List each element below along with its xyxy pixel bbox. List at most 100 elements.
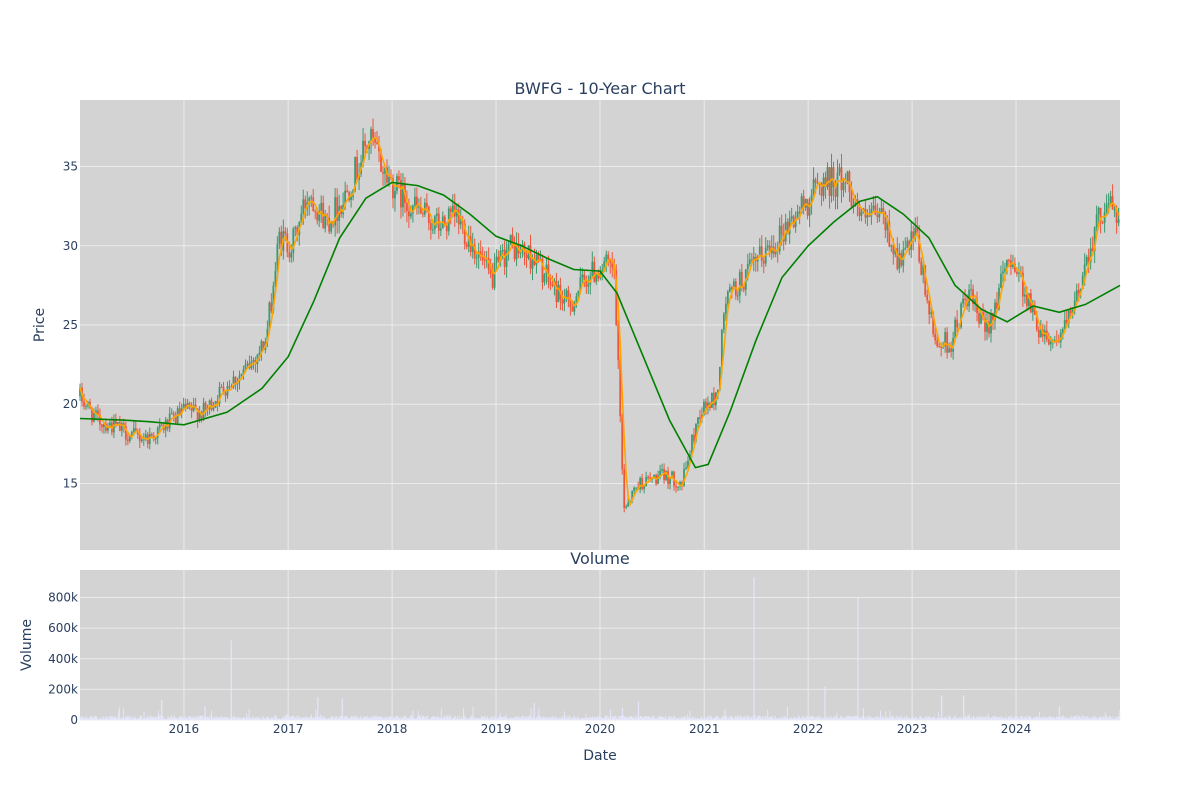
candle-body <box>810 194 813 204</box>
candle-body <box>471 244 474 253</box>
candle-body <box>318 211 321 221</box>
candle-body <box>814 179 817 183</box>
candle-body <box>425 202 428 207</box>
candle-body <box>722 313 725 330</box>
volume-bars <box>79 577 1121 720</box>
candle-body <box>924 265 927 295</box>
candle-body <box>960 303 962 328</box>
candle-body <box>140 439 143 442</box>
x-tick-label: 2024 <box>1001 722 1032 736</box>
candle-body <box>649 477 652 479</box>
candle-body <box>1071 309 1074 314</box>
candle-body <box>836 172 839 197</box>
candle-body <box>956 319 959 328</box>
candle-body <box>126 439 129 441</box>
volume-tick-label: 800k <box>48 591 78 605</box>
candle-body <box>693 434 695 441</box>
candle-body <box>402 183 404 208</box>
candle-body <box>280 231 283 251</box>
candle-body <box>1027 293 1030 307</box>
candle-body <box>579 277 582 291</box>
candle-body <box>726 291 729 304</box>
candle-body <box>695 423 697 441</box>
candle-body <box>948 348 951 353</box>
candle-body <box>320 202 323 212</box>
candle-body <box>940 347 943 349</box>
candle-body <box>497 256 500 261</box>
volume-tick-label: 600k <box>48 621 78 635</box>
candle-body <box>1085 256 1088 265</box>
candle-body <box>844 182 847 184</box>
candle-body <box>597 273 600 279</box>
candle-body <box>316 211 319 221</box>
candle-body <box>324 215 327 229</box>
candle-body <box>362 140 364 163</box>
candle-body <box>860 211 863 216</box>
candle-body <box>515 243 518 260</box>
candle-body <box>800 196 803 214</box>
candle-body <box>699 417 701 419</box>
candle-body <box>904 247 907 250</box>
candle-body <box>748 259 751 264</box>
candle-body <box>892 245 895 255</box>
candle-body <box>288 252 291 258</box>
candle-body <box>467 236 470 247</box>
candle-body <box>489 269 492 274</box>
candle-body <box>180 408 183 414</box>
candle-body <box>154 437 157 440</box>
candle-body <box>603 261 606 270</box>
candle-body <box>503 249 506 267</box>
candle-body <box>812 179 815 195</box>
candle-body <box>988 321 990 334</box>
candle-body <box>657 475 659 484</box>
candle-body <box>1073 300 1076 310</box>
candle-body <box>884 212 887 231</box>
candle-body <box>238 375 241 382</box>
candle-body <box>270 302 273 312</box>
volume-axis-title: Volume <box>19 619 35 671</box>
candle-body <box>856 199 859 205</box>
candle-body <box>439 228 442 231</box>
candle-body <box>934 334 937 341</box>
candle-body <box>635 487 638 489</box>
candle-body <box>746 263 749 270</box>
candle-body <box>525 255 528 259</box>
candle-body <box>1105 204 1108 213</box>
candle-body <box>742 286 745 290</box>
candle-body <box>296 227 299 235</box>
candle-body <box>312 197 315 212</box>
candle-body <box>675 486 677 488</box>
candle-body <box>1083 264 1086 276</box>
candle-body <box>495 256 498 263</box>
candle-body <box>878 212 881 218</box>
candle-body <box>920 261 923 275</box>
candle-body <box>786 221 789 235</box>
candle-body <box>202 402 205 419</box>
candle-body <box>85 405 87 407</box>
candle-body <box>886 221 889 231</box>
candle-body <box>364 140 366 146</box>
candle-body <box>1091 248 1094 252</box>
candle-body <box>906 240 909 248</box>
candle-body <box>736 295 739 297</box>
candle-body <box>766 245 769 248</box>
price-panel: 15 20 25 30 35 BWFG - 10-Year Chart Price <box>32 79 1121 550</box>
candle-body <box>1081 275 1084 289</box>
volume-tick-label: 0 <box>70 713 78 727</box>
candle-body <box>758 246 761 257</box>
candle-body <box>260 341 263 353</box>
candle-body <box>798 211 801 214</box>
candle-body <box>998 287 1000 310</box>
candle-body <box>922 265 925 275</box>
candle-body <box>168 413 171 429</box>
candle-body <box>216 401 219 404</box>
candle-body <box>134 428 137 432</box>
candle-body <box>109 422 111 428</box>
candle-body <box>605 254 608 262</box>
candle-body <box>671 471 673 479</box>
candle-body <box>1014 263 1016 272</box>
candle-body <box>196 408 199 421</box>
candle-body <box>513 242 516 260</box>
candle-body <box>224 392 227 396</box>
candle-body <box>272 285 275 312</box>
